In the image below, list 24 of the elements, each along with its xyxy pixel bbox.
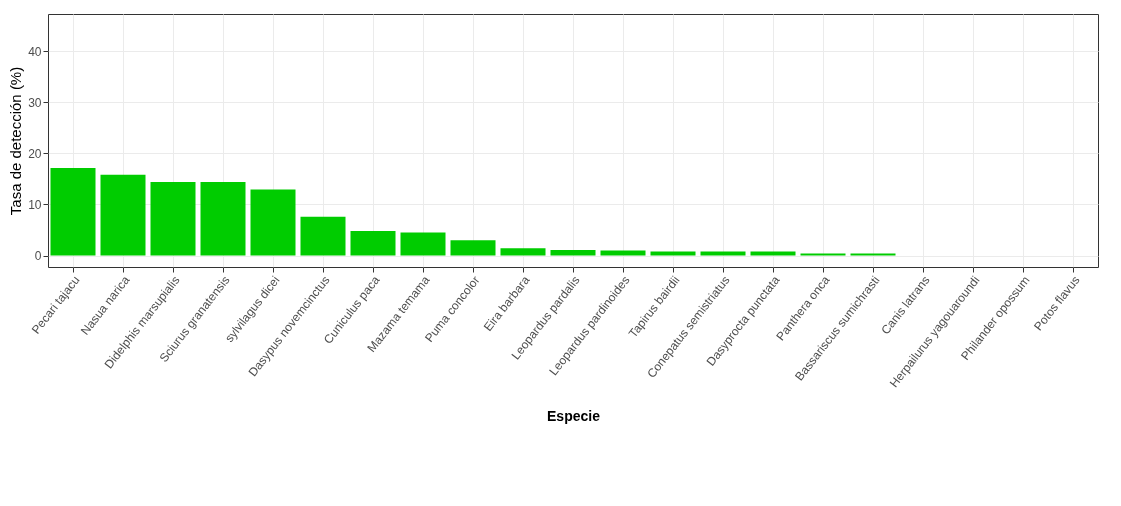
x-axis-title: Especie [547,407,601,424]
bar [600,250,646,256]
bar [550,249,596,256]
bar [350,230,396,256]
y-axis-title: Tasa de detección (%) [7,66,25,216]
bar [800,253,846,256]
bar [500,248,546,256]
bar [700,251,746,256]
bar [150,181,196,256]
bar [50,168,96,256]
bar [400,232,446,256]
y-tick-label: 30 [28,95,42,110]
bar [850,253,896,256]
bar [250,189,296,256]
bar [650,251,696,256]
bar [300,216,346,256]
y-tick-label: 20 [28,146,42,161]
bar [200,181,246,256]
bar [750,251,796,256]
y-tick-label: 40 [28,44,42,59]
bar [450,240,496,256]
y-tick-label: 10 [28,197,42,212]
y-tick-label: 0 [34,249,42,263]
bar [100,174,146,256]
